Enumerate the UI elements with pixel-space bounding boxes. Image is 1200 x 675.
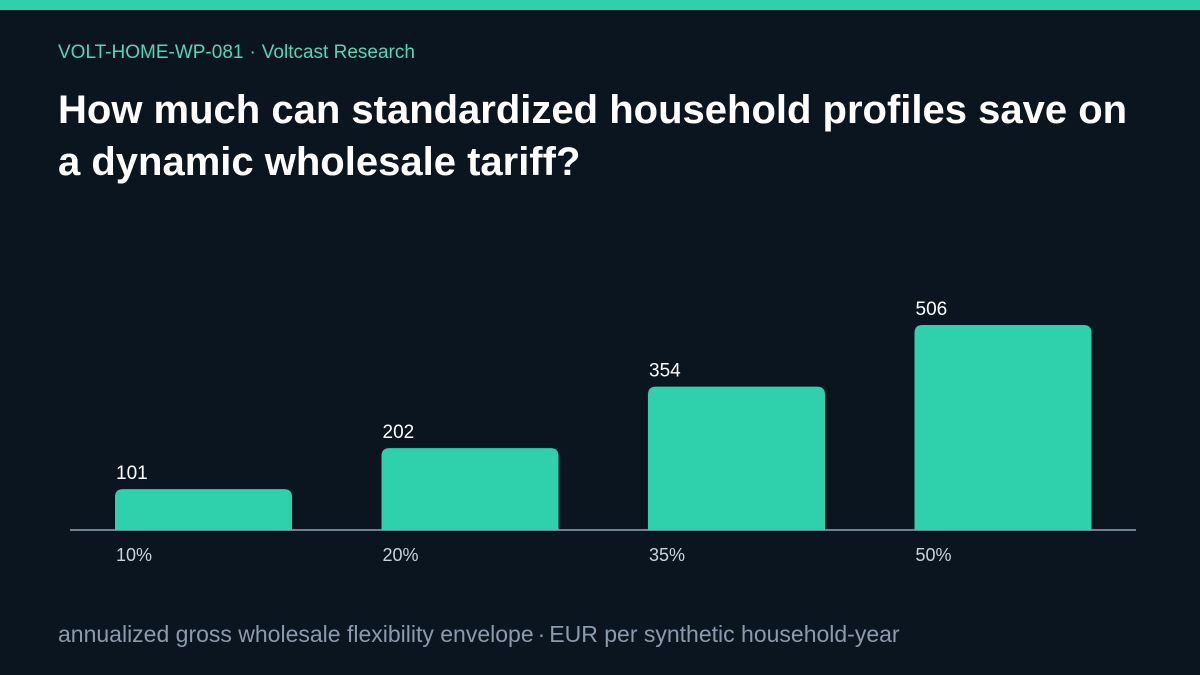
bar-50pct bbox=[914, 325, 1092, 530]
x-tick-label: 50% bbox=[916, 545, 952, 565]
bar-value-label: 354 bbox=[649, 361, 681, 382]
bar-35pct bbox=[648, 386, 825, 530]
chart-title: How much can standardized household prof… bbox=[58, 88, 1128, 184]
bar-value-label: 202 bbox=[383, 422, 415, 443]
kicker-separator: · bbox=[249, 42, 256, 63]
bar-10pct bbox=[115, 489, 292, 530]
bar-chart: 101 202 354 506 10% 20% 35% 50% bbox=[70, 299, 1136, 565]
x-tick-label: 10% bbox=[116, 545, 152, 565]
category-labels-group: 10% 20% 35% 50% bbox=[116, 545, 952, 565]
chart-footnote: annualized gross wholesale flexibility e… bbox=[58, 621, 900, 648]
bar-20pct bbox=[381, 448, 559, 530]
bar-value-label: 506 bbox=[916, 299, 948, 320]
bar-value-label: 101 bbox=[116, 463, 148, 484]
x-tick-label: 20% bbox=[383, 545, 419, 565]
report-kicker: VOLT-HOME-WP-081 · Voltcast Research bbox=[58, 42, 415, 64]
footnote-metric: annualized gross wholesale flexibility e… bbox=[58, 621, 534, 647]
x-tick-label: 35% bbox=[649, 545, 685, 565]
footnote-separator: · bbox=[537, 621, 546, 647]
report-org: Voltcast Research bbox=[261, 42, 415, 63]
top-accent-bar bbox=[0, 0, 1200, 10]
value-labels-group: 101 202 354 506 bbox=[116, 299, 947, 484]
bars-group bbox=[115, 325, 1092, 530]
footnote-unit: EUR per synthetic household-year bbox=[549, 621, 900, 647]
report-code: VOLT-HOME-WP-081 bbox=[58, 42, 244, 63]
